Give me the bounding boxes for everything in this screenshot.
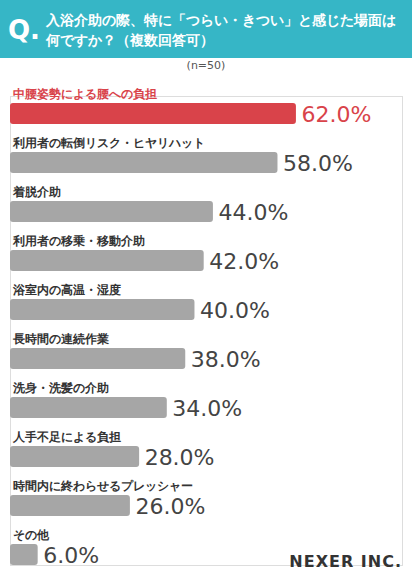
- html-text:Q. 入浴介助の際、特に「つらい・きつい」と感じた場面は何で: Q. 入浴介助の際、特に「つらい・きつい」と感じた場面は何ですか？（複数回答可）: [8, 12, 396, 48]
- html-text:(n=50): (n=50): [186, 59, 226, 72]
- svg-text:38.0%: 38.0%: [191, 347, 261, 372]
- svg-text:着脱介助: 着脱介助: [12, 185, 61, 199]
- svg-text:浴室内の高温・湿度: 浴室内の高温・湿度: [12, 283, 121, 297]
- svg-text:利用者の転倒リスク・ヒヤリハット: 利用者の転倒リスク・ヒヤリハット: [12, 136, 205, 150]
- svg-text:中腰姿勢による腰への負担: 中腰姿勢による腰への負担: [13, 87, 157, 101]
- svg-text:洗身・洗髪の介助: 洗身・洗髪の介助: [12, 381, 109, 395]
- svg-text:44.0%: 44.0%: [218, 200, 288, 225]
- svg-text:42.0%: 42.0%: [209, 249, 279, 274]
- svg-text:40.0%: 40.0%: [200, 298, 270, 323]
- html-text:NEXER INC.: NEXER INC.: [289, 552, 402, 571]
- svg-text:時間内に終わらせるプレッシャー: 時間内に終わらせるプレッシャー: [13, 479, 193, 493]
- svg-text:6.0%: 6.0%: [43, 543, 99, 568]
- svg-text:62.0%: 62.0%: [301, 102, 371, 127]
- svg-text:26.0%: 26.0%: [135, 494, 205, 519]
- svg-text:28.0%: 28.0%: [145, 445, 215, 470]
- svg-text:58.0%: 58.0%: [283, 151, 353, 176]
- svg-text:利用者の移乗・移動介助: 利用者の移乗・移動介助: [12, 234, 145, 248]
- svg-text:34.0%: 34.0%: [172, 396, 242, 421]
- svg-text:その他: その他: [13, 528, 50, 542]
- svg-text:長時間の連続作業: 長時間の連続作業: [12, 332, 109, 346]
- svg-text:人手不足による負担: 人手不足による負担: [12, 430, 121, 444]
